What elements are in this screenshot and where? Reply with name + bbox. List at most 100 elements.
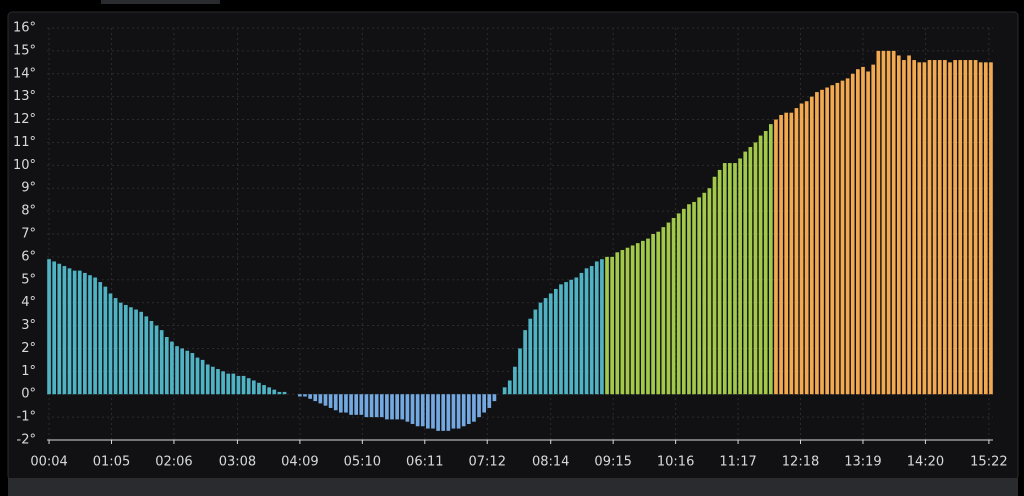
x-tick-label: 15:22: [970, 455, 1007, 470]
bar: [190, 353, 195, 395]
bar: [856, 69, 860, 395]
bar: [574, 277, 579, 395]
bar: [502, 387, 507, 395]
bar: [246, 378, 251, 395]
bar: [646, 238, 650, 395]
bar: [917, 62, 922, 395]
bar: [881, 50, 886, 395]
bar: [323, 394, 328, 406]
bar: [298, 394, 302, 397]
bar: [456, 394, 461, 429]
bar: [687, 204, 691, 395]
x-tick-label: 04:09: [281, 455, 318, 470]
x-tick-label: 08:14: [532, 455, 569, 470]
bar: [129, 307, 133, 395]
y-tick-label: 11°: [13, 135, 36, 150]
y-tick-label: 8°: [21, 204, 36, 219]
bar: [441, 394, 446, 431]
bar: [267, 387, 272, 395]
bar: [789, 112, 794, 395]
bar: [902, 60, 906, 395]
bar: [871, 64, 876, 395]
bar: [815, 92, 819, 395]
bar: [390, 394, 394, 420]
bar: [983, 62, 988, 395]
bar: [712, 176, 717, 395]
x-tick-label: 02:06: [155, 455, 192, 470]
bar: [374, 394, 379, 418]
bar: [477, 394, 481, 418]
bar: [451, 394, 456, 429]
bar: [579, 272, 584, 395]
bar: [676, 213, 681, 395]
bar: [108, 293, 113, 395]
bar: [943, 60, 947, 395]
y-tick-label: 14°: [13, 66, 36, 81]
bar: [850, 73, 855, 395]
bar: [768, 124, 773, 395]
bar: [385, 394, 389, 420]
bar: [113, 298, 118, 395]
bar: [318, 394, 323, 404]
bar: [513, 366, 517, 395]
bar: [722, 163, 727, 395]
bar: [410, 394, 415, 424]
bar: [779, 114, 783, 395]
bar: [420, 394, 425, 427]
bar: [338, 394, 343, 413]
bar: [671, 217, 676, 395]
bar: [651, 234, 655, 395]
bar: [799, 103, 804, 395]
bar: [820, 89, 824, 395]
bar: [922, 62, 927, 395]
bar: [963, 60, 968, 395]
bar: [543, 298, 548, 395]
bar: [303, 394, 307, 397]
x-tick-label: 00:04: [30, 455, 67, 470]
x-tick-label: 01:05: [93, 455, 130, 470]
bar: [738, 158, 742, 395]
bar: [891, 50, 896, 395]
x-tick-label: 14:20: [907, 455, 944, 470]
bar: [548, 293, 553, 395]
bar: [211, 366, 215, 395]
x-tick-label: 12:18: [782, 455, 819, 470]
bar: [553, 288, 558, 395]
bar: [538, 302, 543, 395]
bar: [262, 385, 266, 395]
bar: [784, 112, 789, 395]
y-tick-label: 4°: [21, 295, 36, 310]
bar: [830, 85, 835, 395]
x-tick-label: 09:15: [594, 455, 631, 470]
bar: [809, 96, 814, 395]
bar: [118, 302, 123, 395]
bar: [937, 60, 942, 395]
bar: [226, 373, 231, 395]
bar: [436, 394, 440, 431]
y-tick-label: 3°: [21, 318, 36, 333]
bar: [697, 197, 702, 395]
bar: [185, 350, 190, 395]
bar: [487, 394, 492, 408]
bar: [83, 272, 87, 395]
y-tick-label: -1°: [17, 410, 36, 425]
bar: [482, 394, 487, 413]
bar: [533, 309, 538, 395]
bar: [569, 279, 574, 395]
bar: [763, 131, 768, 395]
bar: [835, 82, 840, 395]
bar: [149, 320, 154, 395]
bar: [359, 394, 364, 415]
x-tick-label: 11:17: [719, 455, 756, 470]
bar: [216, 369, 220, 395]
x-tick-label: 06:11: [406, 455, 443, 470]
bar: [953, 60, 957, 395]
bar: [728, 163, 732, 395]
bar: [681, 208, 686, 395]
bar: [395, 394, 399, 420]
bar: [927, 60, 932, 395]
bar: [615, 252, 620, 395]
y-tick-label: 0°: [21, 387, 36, 402]
bar: [426, 394, 430, 429]
